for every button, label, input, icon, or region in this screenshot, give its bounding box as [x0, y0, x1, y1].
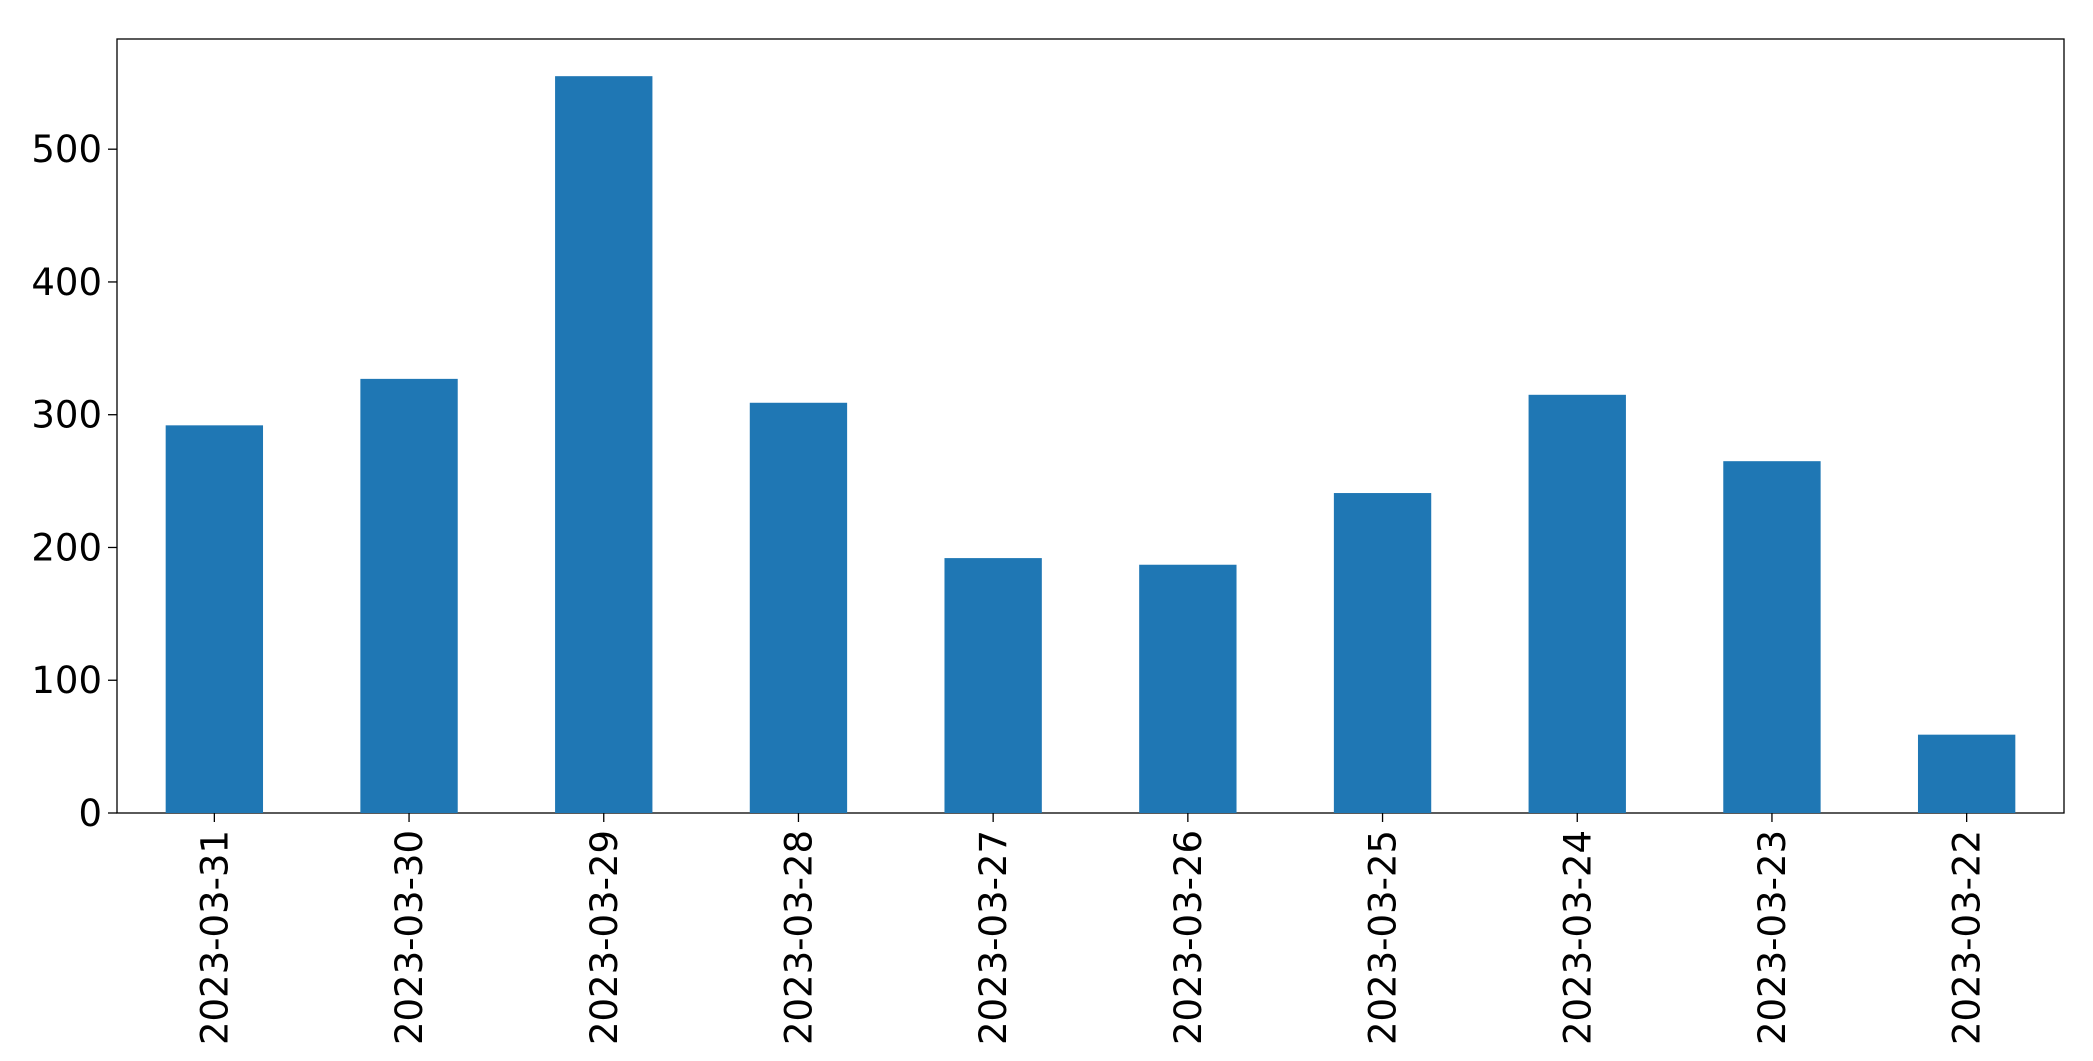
y-tick-label: 400	[31, 261, 102, 304]
x-tick-label: 2023-03-22	[1946, 830, 1989, 1045]
bar	[165, 425, 264, 813]
bar	[749, 402, 848, 813]
bar	[1723, 461, 1821, 813]
bar	[1139, 564, 1237, 813]
x-tick-label: 2023-03-26	[1167, 830, 1210, 1045]
x-tick-label: 2023-03-29	[583, 830, 626, 1045]
y-tick-label: 500	[31, 128, 102, 171]
x-tick-label: 2023-03-24	[1556, 830, 1599, 1045]
x-tick-label: 2023-03-27	[972, 830, 1015, 1045]
x-tick-label: 2023-03-28	[777, 830, 820, 1045]
y-tick-label: 300	[31, 394, 102, 437]
bar	[360, 378, 458, 813]
x-tick-label: 2023-03-31	[193, 830, 236, 1045]
bar	[944, 558, 1042, 813]
y-tick-label: 100	[31, 659, 102, 702]
plot-frame	[116, 38, 2065, 814]
bar	[555, 76, 653, 814]
bar	[1333, 493, 1432, 813]
x-tick-label: 2023-03-23	[1751, 830, 1794, 1045]
y-tick-label: 0	[78, 792, 102, 835]
y-tick-label: 200	[31, 526, 102, 569]
bar	[1917, 734, 2016, 813]
x-tick-label: 2023-03-30	[388, 830, 431, 1045]
bar	[1528, 394, 1626, 813]
x-tick-label: 2023-03-25	[1362, 830, 1405, 1045]
